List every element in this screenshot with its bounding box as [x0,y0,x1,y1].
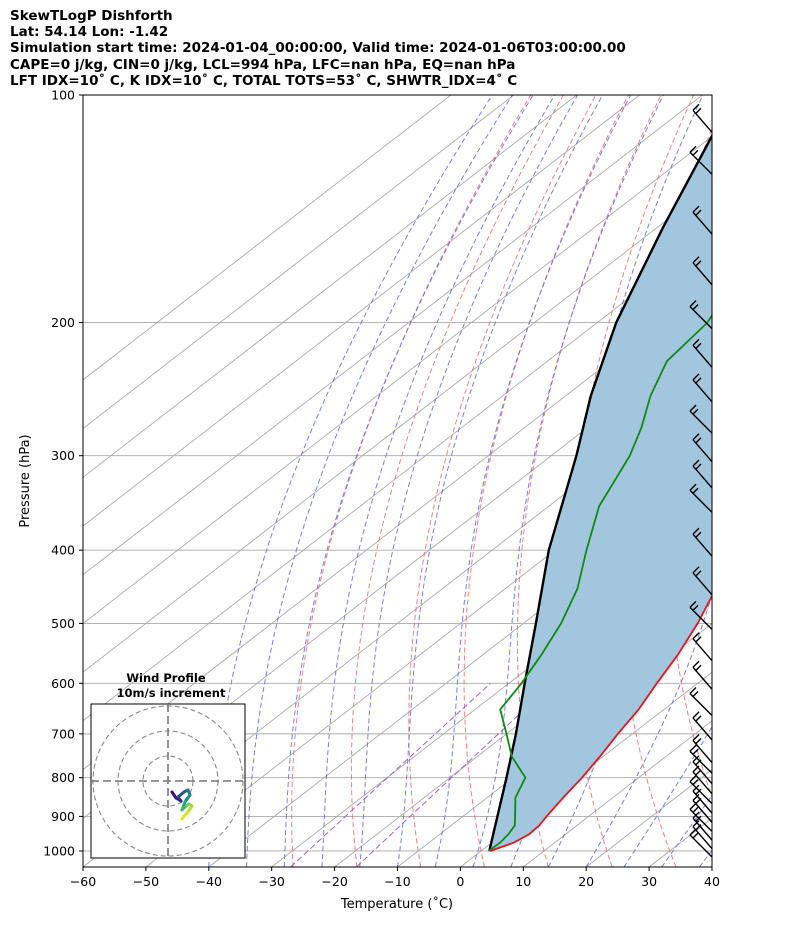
dry-adiabat [713,95,794,867]
isotherm [334,574,712,867]
x-tick-label: 0 [456,874,464,889]
plot-area [83,95,794,867]
wind-barb [692,734,713,763]
wind-barb [689,404,713,434]
wind-barb [692,527,713,557]
moist-adiabat [737,95,794,867]
x-tick-label: 10 [515,874,531,889]
isotherm [83,95,452,381]
y-tick-label: 600 [51,676,75,691]
isotherm [83,95,577,478]
isotherm [460,671,712,867]
moist-adiabat [246,95,513,867]
wind-barb [692,205,713,235]
y-axis-label: Pressure (hPa) [18,434,33,527]
hodograph-inset [90,703,246,859]
x-axis-label: Temperature (˚C) [340,896,453,912]
y-tick-label: 500 [51,616,75,631]
x-tick-label: 20 [578,874,594,889]
parcel-profile-line [488,133,712,852]
wind-barb [689,775,713,805]
hodograph-subtitle: 10m/s increment [117,686,226,700]
y-tick-label: 700 [51,726,75,741]
wind-barb [692,632,713,662]
y-tick-label: 800 [51,770,75,785]
x-tick-label: −10 [384,874,410,889]
wind-barb [689,600,713,630]
wind-barb [689,744,713,774]
temperature-line [489,594,712,852]
wind-barb [689,145,713,175]
y-tick-label: 300 [51,448,75,463]
moist-adiabat [661,794,712,867]
dewpoint-line [488,313,712,852]
x-tick-label: 30 [641,874,657,889]
dry-adiabat [408,95,597,867]
x-tick-label: 40 [704,874,720,889]
axes: −60 −50 −40 −30 −20 −10 0 10 20 30 40 100 200 300 400 5… [43,88,720,890]
isotherm [271,525,712,867]
dry-adiabat [516,95,662,867]
wind-barb [689,300,713,330]
chart-header: SkewTLogP Dishforth Lat: 54.14 Lon: -1.4… [10,8,626,89]
mixing-ratio-line [290,682,491,867]
moist-adiabat [283,95,534,867]
x-tick-label: −50 [133,874,159,889]
isotherm [83,233,712,722]
x-tick-label: −30 [259,874,285,889]
dry-adiabat [350,95,564,867]
wind-barb [692,373,713,403]
hodograph-title: Wind Profile [126,671,206,685]
mixing-ratio-line [355,682,553,867]
wind-barb [692,338,713,368]
y-tick-label: 1000 [43,843,75,858]
moist-adiabat [397,95,604,867]
wind-barb [692,711,713,741]
dry-adiabat [463,95,629,867]
isotherm [83,135,712,625]
wind-barb [692,566,713,596]
chart-title: SkewTLogP Dishforth [10,8,173,24]
x-tick-label: −20 [321,874,347,889]
moist-adiabat [472,95,664,867]
isotherm [83,95,515,430]
y-tick-label: 200 [51,315,75,330]
x-tick-label: −60 [70,874,96,889]
isotherm [83,184,712,673]
location-line: Lat: 54.14 Lon: -1.42 [10,24,169,41]
wind-barb [689,483,713,513]
isotherm [83,95,640,527]
stability-line: CAPE=0 j/kg, CIN=0 j/kg, LCL=994 hPa, LF… [10,56,516,73]
y-tick-label: 900 [51,809,75,824]
wind-barb [689,687,713,717]
moist-adiabat [208,95,493,867]
wind-barb [692,103,713,133]
isotherm [83,95,703,576]
wind-barb [692,256,713,286]
wind-barb [692,433,713,463]
y-tick-label: 100 [51,88,75,103]
cape-shading [489,135,712,851]
moist-adiabat [434,95,632,867]
hodograph-trace [180,814,186,821]
y-tick-label: 400 [51,543,75,558]
moist-adiabat [699,849,712,867]
wind-barb [692,660,713,690]
wind-barb [692,459,713,489]
moist-adiabat [359,95,579,867]
isotherm [711,866,712,867]
wind-barb [689,802,713,832]
index-line: LFT IDX=10˚ C, K IDX=10˚ C, TOTAL TOTS=5… [10,72,518,89]
dry-adiabat [759,95,794,867]
time-line: Simulation start time: 2024-01-04_00:00:… [10,40,626,57]
wind-barbs [689,103,713,858]
isotherm [523,720,712,867]
x-tick-label: −40 [196,874,222,889]
